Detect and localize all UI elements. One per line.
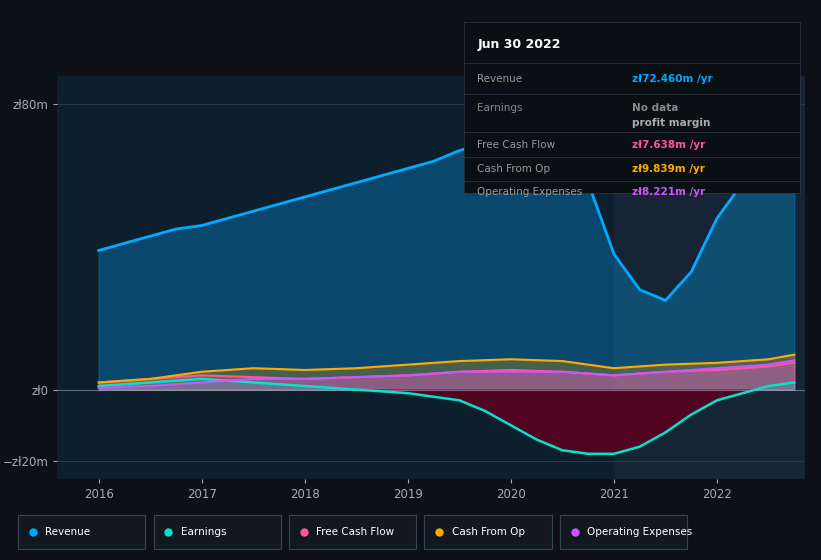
Text: Earnings: Earnings — [477, 103, 523, 113]
Text: No data: No data — [632, 103, 678, 113]
Text: Jun 30 2022: Jun 30 2022 — [477, 38, 561, 51]
FancyBboxPatch shape — [424, 515, 552, 549]
Text: Operating Expenses: Operating Expenses — [477, 188, 583, 197]
FancyBboxPatch shape — [18, 515, 145, 549]
Text: Revenue: Revenue — [477, 74, 522, 84]
Text: Cash From Op: Cash From Op — [452, 527, 525, 537]
Bar — [614, 76, 805, 479]
Text: zł72.460m /yr: zł72.460m /yr — [632, 74, 713, 84]
Text: Cash From Op: Cash From Op — [477, 164, 550, 174]
Text: Operating Expenses: Operating Expenses — [587, 527, 692, 537]
Text: Free Cash Flow: Free Cash Flow — [477, 139, 556, 150]
FancyBboxPatch shape — [560, 515, 687, 549]
FancyBboxPatch shape — [154, 515, 281, 549]
Text: Earnings: Earnings — [181, 527, 226, 537]
Text: zł8.221m /yr: zł8.221m /yr — [632, 188, 705, 197]
Text: Free Cash Flow: Free Cash Flow — [316, 527, 394, 537]
FancyBboxPatch shape — [289, 515, 416, 549]
Text: zł9.839m /yr: zł9.839m /yr — [632, 164, 705, 174]
Text: zł7.638m /yr: zł7.638m /yr — [632, 139, 705, 150]
Text: profit margin: profit margin — [632, 118, 710, 128]
Text: Revenue: Revenue — [45, 527, 90, 537]
